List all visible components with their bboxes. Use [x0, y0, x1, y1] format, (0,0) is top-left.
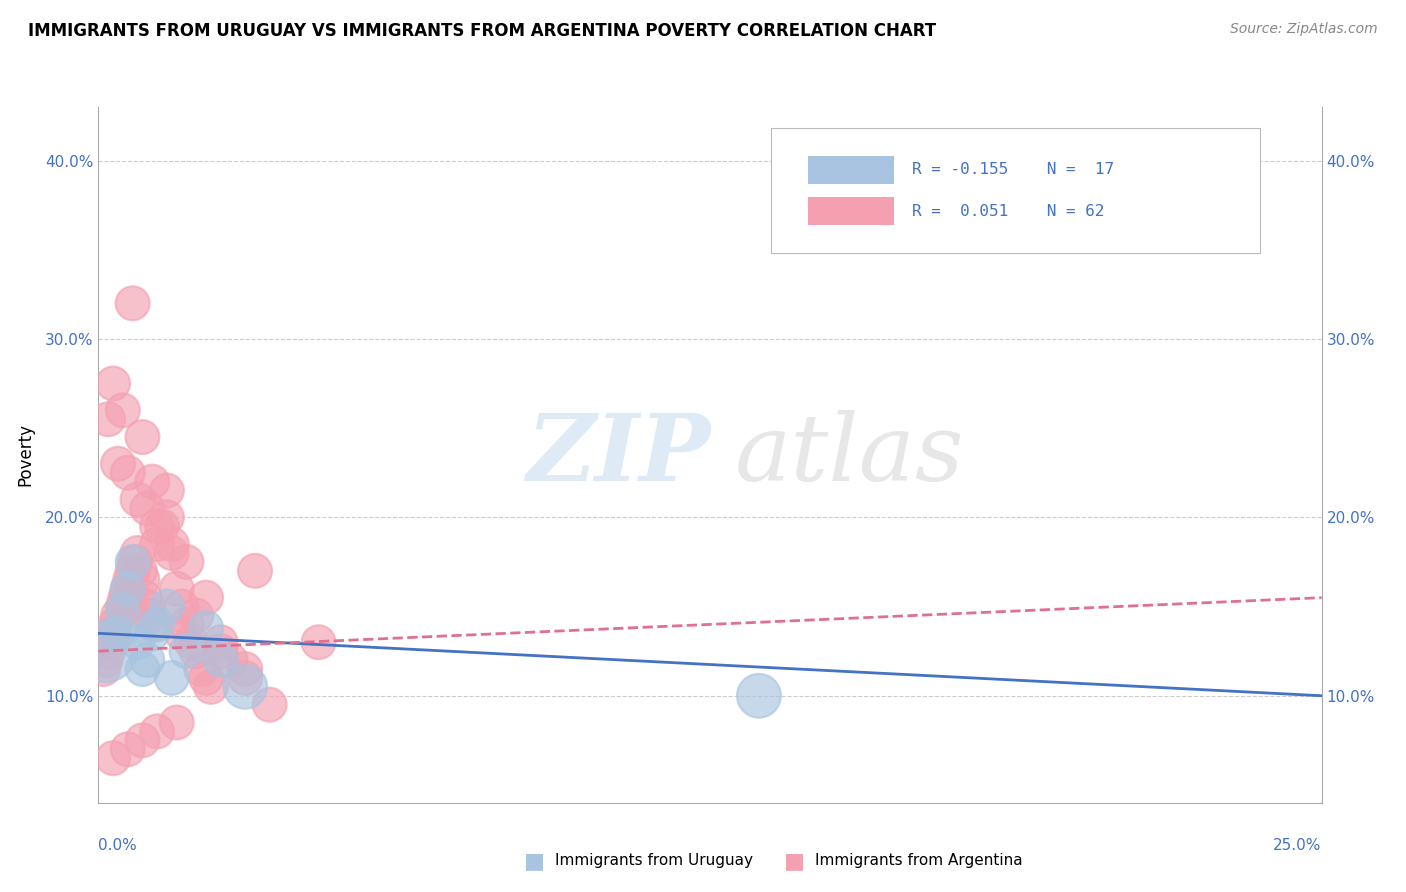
FancyBboxPatch shape — [772, 128, 1261, 253]
Point — [131, 573, 153, 587]
Point — [120, 573, 142, 587]
Point — [176, 617, 198, 632]
Point — [139, 608, 162, 623]
Point — [129, 564, 152, 578]
Text: R = -0.155    N =  17: R = -0.155 N = 17 — [912, 162, 1114, 178]
Point — [117, 582, 139, 596]
Point — [233, 671, 256, 685]
Point — [219, 653, 242, 667]
Bar — [808, 197, 894, 226]
Point — [308, 635, 330, 649]
Point — [180, 635, 202, 649]
Point — [166, 715, 188, 730]
Point — [160, 537, 183, 551]
Point — [107, 626, 129, 640]
Point — [101, 376, 124, 391]
Point — [127, 635, 149, 649]
Point — [141, 626, 163, 640]
Point — [150, 519, 173, 533]
Point — [97, 412, 120, 426]
Point — [124, 555, 146, 569]
Text: IMMIGRANTS FROM URUGUAY VS IMMIGRANTS FROM ARGENTINA POVERTY CORRELATION CHART: IMMIGRANTS FROM URUGUAY VS IMMIGRANTS FR… — [28, 22, 936, 40]
Point — [195, 671, 218, 685]
Point — [170, 599, 193, 614]
Point — [176, 555, 198, 569]
Point — [117, 466, 139, 480]
Point — [97, 644, 120, 658]
Point — [107, 457, 129, 471]
Point — [186, 608, 208, 623]
Point — [136, 653, 159, 667]
Point — [91, 662, 114, 676]
Point — [136, 599, 159, 614]
Text: Immigrants from Uruguay: Immigrants from Uruguay — [555, 854, 754, 868]
Point — [94, 653, 117, 667]
Point — [209, 635, 232, 649]
Point — [121, 564, 143, 578]
Point — [195, 621, 218, 635]
Text: Source: ZipAtlas.com: Source: ZipAtlas.com — [1230, 22, 1378, 37]
Point — [141, 617, 163, 632]
Point — [176, 644, 198, 658]
Text: 0.0%: 0.0% — [98, 838, 138, 853]
Point — [160, 671, 183, 685]
Point — [190, 662, 212, 676]
Text: ■: ■ — [524, 851, 544, 871]
Text: R =  0.051    N = 62: R = 0.051 N = 62 — [912, 204, 1104, 219]
Point — [146, 537, 169, 551]
Y-axis label: Poverty: Poverty — [15, 424, 34, 486]
Text: 25.0%: 25.0% — [1274, 838, 1322, 853]
Point — [127, 546, 149, 560]
Text: Immigrants from Argentina: Immigrants from Argentina — [815, 854, 1024, 868]
Point — [209, 653, 232, 667]
Point — [117, 742, 139, 756]
Point — [111, 599, 134, 614]
Point — [156, 483, 179, 498]
Point — [233, 662, 256, 676]
Point — [146, 724, 169, 739]
Point — [121, 555, 143, 569]
Point — [748, 689, 770, 703]
Point — [111, 603, 134, 617]
Point — [121, 296, 143, 310]
Point — [156, 599, 179, 614]
Point — [146, 617, 169, 632]
Point — [101, 626, 124, 640]
Point — [100, 635, 122, 649]
Point — [134, 591, 156, 605]
Point — [160, 546, 183, 560]
Point — [131, 662, 153, 676]
Text: ZIP: ZIP — [526, 410, 710, 500]
Point — [104, 617, 127, 632]
Point — [195, 591, 218, 605]
Point — [233, 680, 256, 694]
Point — [200, 680, 222, 694]
Point — [136, 501, 159, 516]
Point — [243, 564, 266, 578]
Point — [107, 608, 129, 623]
Text: ■: ■ — [785, 851, 804, 871]
Point — [114, 591, 136, 605]
Point — [117, 582, 139, 596]
Point — [166, 582, 188, 596]
Point — [131, 733, 153, 747]
Point — [101, 751, 124, 765]
Point — [209, 644, 232, 658]
Point — [259, 698, 281, 712]
Point — [141, 475, 163, 489]
Point — [127, 492, 149, 507]
Point — [186, 644, 208, 658]
Point — [146, 519, 169, 533]
Point — [131, 430, 153, 444]
Point — [111, 403, 134, 417]
Point — [170, 626, 193, 640]
Point — [156, 510, 179, 524]
Bar — [808, 156, 894, 184]
Text: atlas: atlas — [734, 410, 965, 500]
Point — [94, 644, 117, 658]
